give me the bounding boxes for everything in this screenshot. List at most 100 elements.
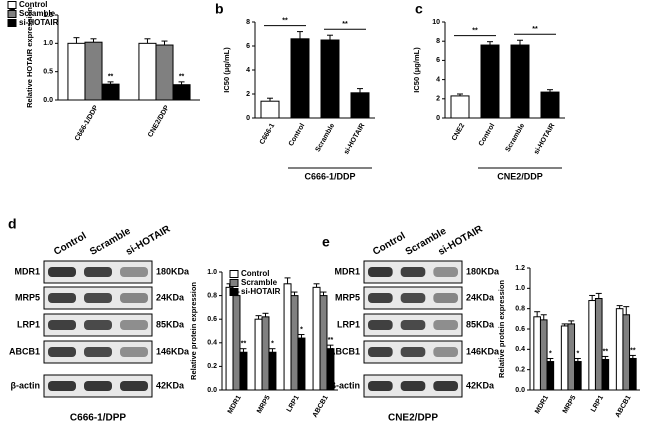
blot-band <box>48 293 76 303</box>
blot-band <box>120 320 148 330</box>
significance: * <box>549 350 552 357</box>
size-label: 85KDa <box>466 319 495 329</box>
blot-band <box>433 347 458 357</box>
bar <box>283 283 292 391</box>
bar <box>172 84 191 101</box>
legend-swatch <box>229 279 239 287</box>
x-tick-label: Control <box>288 122 307 147</box>
legend-label: Scramble <box>19 9 56 18</box>
y-tick-label: 0.0 <box>515 387 525 394</box>
protein-label: ABCB1 <box>329 346 360 356</box>
bar <box>622 314 631 391</box>
y-tick-label: 0.8 <box>207 292 217 299</box>
blot-band <box>400 381 426 391</box>
blot-band <box>84 347 112 357</box>
bar <box>101 83 120 101</box>
size-label: 42KDa <box>156 380 185 390</box>
protein-label: MDR1 <box>334 266 360 276</box>
significance: ** <box>179 74 185 81</box>
y-tick-label: 6 <box>436 57 440 64</box>
bar <box>261 316 270 391</box>
x-tick-label: Scramble <box>315 122 337 153</box>
protein-label: β-actin <box>331 380 361 390</box>
y-tick-label: 0.4 <box>207 340 217 347</box>
group-label: CNE2/DDP <box>497 171 543 181</box>
y-tick-label: 0.0 <box>207 387 217 394</box>
panel-letter: e <box>322 234 330 250</box>
blot-band <box>48 381 76 391</box>
blot-band <box>84 320 112 330</box>
panel-letter: b <box>215 1 224 17</box>
x-tick-label: MRP5 <box>256 394 272 414</box>
bar <box>268 351 277 391</box>
legend-swatch <box>7 1 17 9</box>
size-label: 24KDa <box>466 292 495 302</box>
y-tick-label: 0.2 <box>515 367 525 374</box>
x-tick-label: si-HOTAIR <box>343 122 366 155</box>
blot-band <box>433 293 458 303</box>
lane-label: si-HOTAIR <box>124 223 173 258</box>
legend-swatch <box>229 288 239 296</box>
size-label: 85KDa <box>156 319 185 329</box>
legend-swatch <box>7 19 17 27</box>
y-tick-label: 0.0 <box>43 97 53 104</box>
bar <box>239 351 248 391</box>
significance: ** <box>630 347 636 354</box>
x-tick-label: C666-1/DDP <box>74 104 100 142</box>
size-label: 42KDa <box>466 380 495 390</box>
bar <box>533 316 541 391</box>
blot-band <box>368 381 393 391</box>
y-tick-label: 10 <box>432 19 440 26</box>
lane-label: Control <box>371 230 407 257</box>
significance: ** <box>241 341 247 348</box>
significance: ** <box>603 348 609 355</box>
bar <box>540 91 560 119</box>
bar <box>67 42 86 101</box>
bar <box>155 44 174 101</box>
x-tick-label: ABCB1 <box>614 394 632 418</box>
significance: * <box>271 341 274 348</box>
x-tick-label: Control <box>478 122 497 147</box>
significance: ** <box>472 28 478 35</box>
y-axis-label: IC50 (μg/mL) <box>222 47 231 93</box>
blot-band <box>48 267 76 277</box>
bar <box>297 337 306 391</box>
protein-label: LRP1 <box>17 319 40 329</box>
legend-swatch <box>229 270 239 278</box>
cell-line-label: CNE2/DPP <box>388 413 438 424</box>
size-label: 24KDa <box>156 292 185 302</box>
y-tick-label: 4 <box>436 76 440 83</box>
blot-band <box>48 347 76 357</box>
blot-band <box>120 267 148 277</box>
bar <box>320 39 340 119</box>
x-tick-label: LRP1 <box>590 394 605 413</box>
blot-band <box>368 293 393 303</box>
bar <box>326 348 335 391</box>
blot-band <box>84 293 112 303</box>
y-axis-label: Relative protein expression <box>189 282 198 380</box>
y-tick-label: 4 <box>246 67 250 74</box>
blot-band <box>84 267 112 277</box>
significance: ** <box>342 21 348 28</box>
bar <box>254 318 263 391</box>
bar <box>450 95 470 119</box>
blot-band <box>368 267 393 277</box>
y-tick-label: 0 <box>246 115 250 122</box>
blot-band <box>400 320 426 330</box>
panel-letter: d <box>8 216 17 232</box>
bar <box>560 325 569 391</box>
bar <box>615 308 624 391</box>
bar <box>312 286 321 391</box>
protein-label: MRP5 <box>15 292 40 302</box>
y-tick-label: 0.2 <box>207 363 217 370</box>
blot-band <box>400 347 426 357</box>
y-tick-label: 0.6 <box>207 316 217 323</box>
bar <box>232 295 241 391</box>
protein-label: ABCB1 <box>9 346 40 356</box>
y-tick-label: 1.0 <box>43 40 53 47</box>
y-tick-label: 1.0 <box>515 285 525 292</box>
size-label: 180KDa <box>156 266 190 276</box>
y-tick-label: 2 <box>436 96 440 103</box>
y-axis-label: Relative HOTAIR expression <box>25 7 34 108</box>
x-tick-label: MDR1 <box>534 394 550 415</box>
